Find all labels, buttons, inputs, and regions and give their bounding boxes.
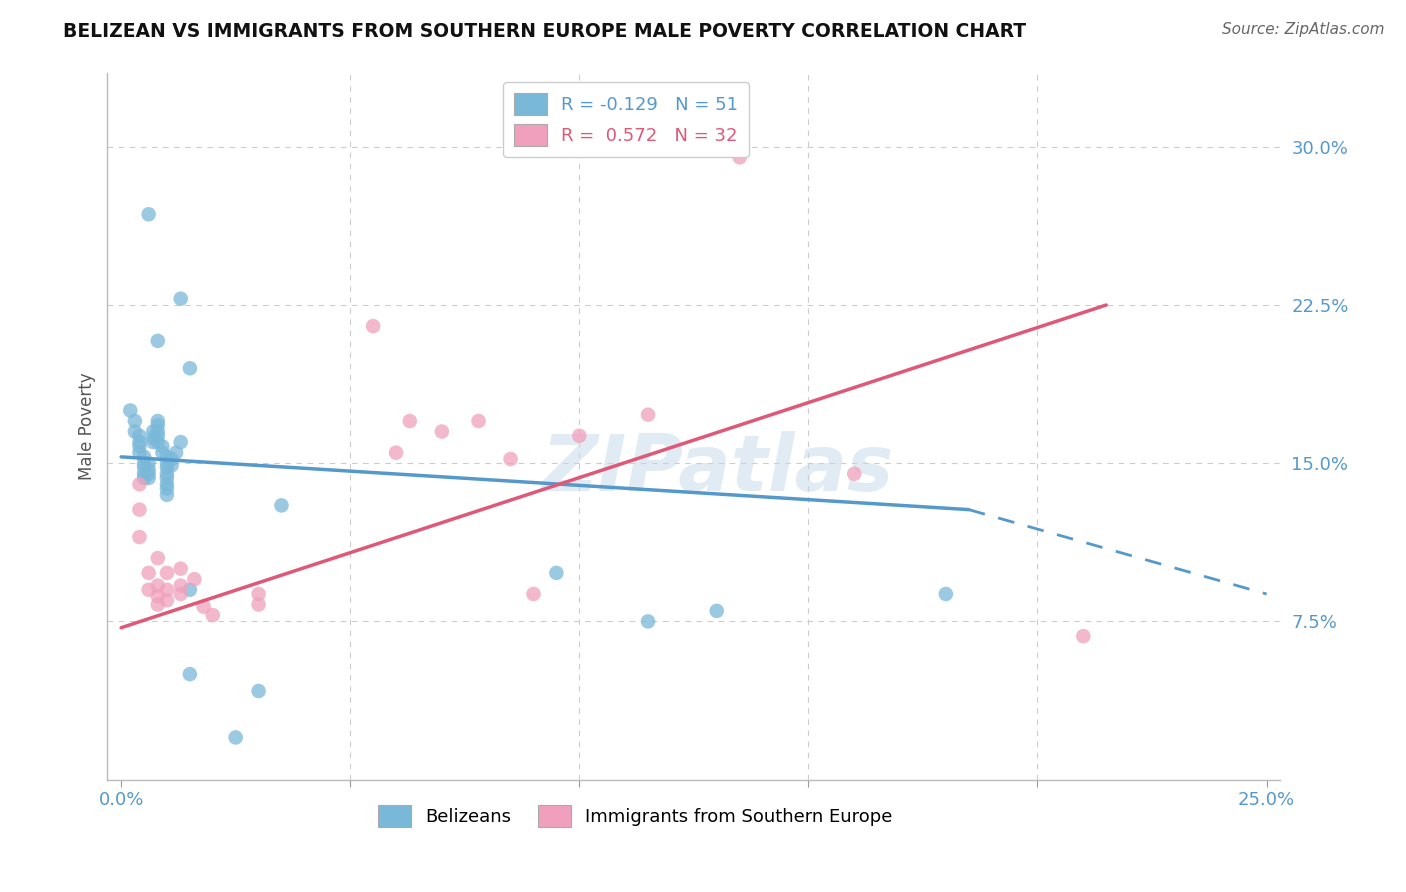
Point — [637, 408, 659, 422]
Text: BELIZEAN VS IMMIGRANTS FROM SOUTHERN EUROPE MALE POVERTY CORRELATION CHART: BELIZEAN VS IMMIGRANTS FROM SOUTHERN EUR… — [63, 22, 1026, 41]
Point — [156, 450, 179, 464]
Point — [156, 471, 179, 485]
Point — [124, 425, 146, 439]
Point — [146, 589, 169, 603]
Point — [156, 467, 179, 481]
Point — [637, 615, 659, 629]
Point — [247, 587, 270, 601]
Point — [128, 435, 150, 450]
Point — [150, 439, 173, 453]
Point — [132, 471, 155, 485]
Point — [201, 608, 224, 623]
Point — [935, 587, 957, 601]
Point — [247, 598, 270, 612]
Point — [225, 731, 247, 745]
Point — [146, 418, 169, 433]
Point — [138, 456, 160, 470]
Point — [156, 488, 179, 502]
Point — [146, 425, 169, 439]
Point — [170, 562, 193, 576]
Point — [128, 530, 150, 544]
Point — [156, 566, 179, 580]
Point — [385, 445, 408, 459]
Point — [568, 429, 591, 443]
Point — [142, 435, 165, 450]
Point — [1071, 629, 1094, 643]
Text: Source: ZipAtlas.com: Source: ZipAtlas.com — [1222, 22, 1385, 37]
Point — [156, 582, 179, 597]
Point — [128, 477, 150, 491]
Point — [146, 551, 169, 566]
Point — [165, 445, 187, 459]
Point — [156, 482, 179, 496]
Point — [146, 414, 169, 428]
Point — [128, 445, 150, 459]
Point — [146, 578, 169, 592]
Text: ZIPatlas: ZIPatlas — [541, 431, 893, 507]
Point — [138, 582, 160, 597]
Y-axis label: Male Poverty: Male Poverty — [79, 373, 96, 480]
Point — [156, 456, 179, 470]
Point — [142, 431, 165, 445]
Point — [138, 207, 160, 221]
Point — [146, 598, 169, 612]
Point — [128, 502, 150, 516]
Point — [138, 566, 160, 580]
Point — [170, 292, 193, 306]
Point — [844, 467, 866, 481]
Point — [142, 425, 165, 439]
Point — [138, 467, 160, 481]
Point — [150, 445, 173, 459]
Point — [156, 593, 179, 607]
Point — [467, 414, 489, 428]
Point — [398, 414, 420, 428]
Point — [128, 439, 150, 453]
Legend: Belizeans, Immigrants from Southern Europe: Belizeans, Immigrants from Southern Euro… — [371, 797, 900, 834]
Point — [132, 460, 155, 475]
Point — [156, 477, 179, 491]
Point — [728, 150, 751, 164]
Point — [120, 403, 142, 417]
Point — [132, 456, 155, 470]
Point — [270, 499, 292, 513]
Point — [546, 566, 568, 580]
Point — [138, 471, 160, 485]
Point — [179, 667, 201, 681]
Point — [146, 435, 169, 450]
Point — [132, 467, 155, 481]
Point — [183, 572, 205, 586]
Point — [132, 450, 155, 464]
Point — [522, 587, 544, 601]
Point — [146, 429, 169, 443]
Point — [430, 425, 453, 439]
Point — [156, 460, 179, 475]
Point — [193, 599, 215, 614]
Point — [247, 684, 270, 698]
Point — [361, 319, 384, 334]
Point — [170, 587, 193, 601]
Point — [124, 414, 146, 428]
Point — [160, 452, 183, 467]
Point — [160, 458, 183, 473]
Point — [706, 604, 728, 618]
Point — [170, 435, 193, 450]
Point — [179, 582, 201, 597]
Point — [138, 462, 160, 476]
Point — [499, 452, 522, 467]
Point — [128, 429, 150, 443]
Point — [179, 361, 201, 376]
Point — [146, 334, 169, 348]
Point — [170, 578, 193, 592]
